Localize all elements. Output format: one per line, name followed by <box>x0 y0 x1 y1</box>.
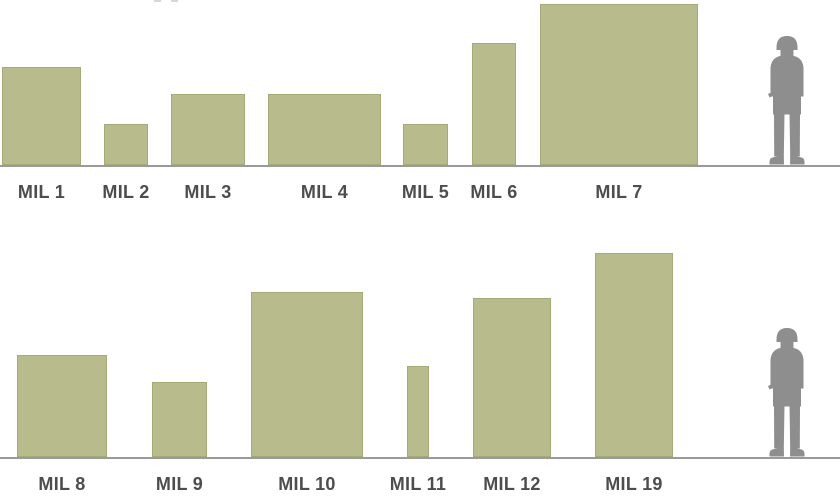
bar-label-mil-7: MIL 7 <box>595 182 643 202</box>
cropped-title-fragment <box>171 0 178 2</box>
soldier-silhouette-icon <box>768 328 805 457</box>
baseline-axis-row-2 <box>0 457 840 459</box>
bar-mil-10 <box>251 292 363 457</box>
bar-label-mil-19: MIL 19 <box>605 474 663 494</box>
bar-label-mil-11: MIL 11 <box>389 474 447 494</box>
bar-label-mil-12: MIL 12 <box>483 474 541 494</box>
bar-mil-7 <box>540 4 698 165</box>
bar-mil-12 <box>473 298 551 457</box>
bar-label-mil-2: MIL 2 <box>102 182 150 202</box>
bar-label-mil-1: MIL 1 <box>17 182 66 202</box>
bar-label-mil-3: MIL 3 <box>184 182 232 202</box>
bar-mil-11 <box>407 366 429 457</box>
bar-mil-6 <box>472 43 516 165</box>
bar-label-mil-9: MIL 9 <box>155 474 204 494</box>
baseline-axis-row-1 <box>0 165 840 167</box>
soldier-silhouette-icon <box>768 36 805 165</box>
bar-mil-5 <box>403 124 448 165</box>
bar-mil-9 <box>152 382 207 457</box>
bar-label-mil-5: MIL 5 <box>401 182 450 202</box>
bar-mil-3 <box>171 94 245 165</box>
bar-label-mil-4: MIL 4 <box>300 182 349 202</box>
bar-label-mil-8: MIL 8 <box>38 474 86 494</box>
bar-label-mil-6: MIL 6 <box>470 182 518 202</box>
bar-label-mil-10: MIL 10 <box>278 474 336 494</box>
bar-mil-2 <box>104 124 148 165</box>
bar-mil-4 <box>268 94 381 165</box>
cropped-title-fragment <box>154 0 161 2</box>
bar-mil-19 <box>595 253 673 457</box>
bar-mil-8 <box>17 355 107 457</box>
bar-mil-1 <box>2 67 81 165</box>
